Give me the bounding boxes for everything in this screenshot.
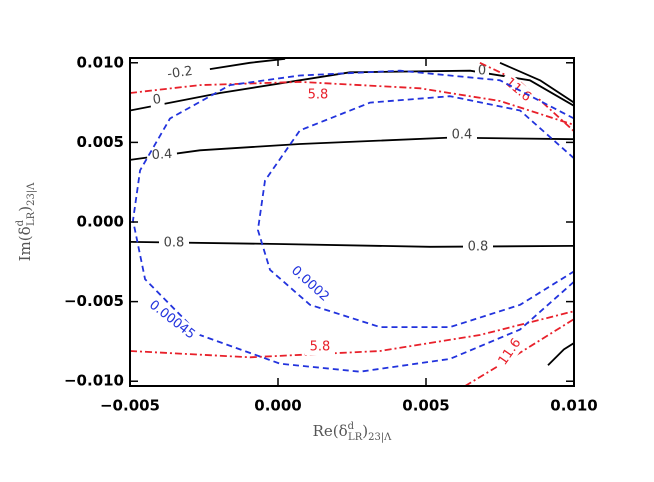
plot-area: 0.8 0.80.40.400-0.25.85.811.611.60.000450… <box>130 58 574 386</box>
contour-label-bg <box>447 127 477 143</box>
contour-label-text: 0.4 <box>452 128 473 143</box>
x-label-sub: LR <box>348 432 363 443</box>
contour-line <box>132 69 574 373</box>
x-tick-label: −0.005 <box>100 397 160 415</box>
contour-label-bg <box>492 331 528 373</box>
y-tick-label: −0.005 <box>64 292 124 310</box>
contour-label-text: 5.8 <box>310 340 331 355</box>
contour-label-text: -0.2 <box>166 64 193 82</box>
y-label-sup: d <box>15 219 26 226</box>
y-axis-label: Im(δdLR)23|Λ <box>15 182 37 262</box>
contour-label: 5.8 <box>305 339 335 355</box>
contour-label-bg <box>463 239 493 255</box>
contour-line <box>130 136 574 161</box>
contour-label: 0.8 <box>159 235 189 251</box>
contour-label: 0.00045 <box>142 294 202 346</box>
y-label-base: Im(δ <box>16 226 34 261</box>
contour-label-bg <box>142 294 202 346</box>
contour-label-bg <box>475 63 489 79</box>
y-tick-label: 0.000 <box>77 213 124 231</box>
contour-label-bg <box>146 146 178 164</box>
x-label-close: ) <box>362 422 368 440</box>
contour-label-text: 0.0002 <box>288 263 332 305</box>
contour-line <box>547 342 574 366</box>
contour-label-bg <box>160 62 200 84</box>
contour-line <box>130 81 574 126</box>
y-tick-label: 0.010 <box>77 53 124 71</box>
y-label-close: ) <box>16 206 34 212</box>
contour-line <box>130 310 574 359</box>
y-label-sub2: 23|Λ <box>26 182 37 206</box>
x-tick-label: 0.000 <box>254 397 301 415</box>
contour-label-text: 0 <box>478 64 486 79</box>
contour-label-text: 0 <box>152 92 162 108</box>
contour-label-bg <box>284 259 336 309</box>
contour-line <box>499 61 574 104</box>
contour-label-bg <box>159 235 189 251</box>
contour-label-text: 0.8 <box>164 236 185 251</box>
contour-line <box>130 241 574 248</box>
x-tick-label: 0.005 <box>402 397 449 415</box>
contour-label: 0.0002 <box>284 259 336 309</box>
contour-label: 0.8 <box>463 239 493 255</box>
contour-label: 0 <box>148 91 166 109</box>
contour-line <box>209 58 286 70</box>
contour-line <box>479 61 574 132</box>
x-tick-label: 0.010 <box>550 397 597 415</box>
contour-label-text: 0.8 <box>468 240 489 255</box>
contour-label: -0.2 <box>160 62 200 84</box>
contour-label-bg <box>305 339 335 355</box>
x-label-sub2: 23|Λ <box>368 432 392 443</box>
contour-label-text: 5.8 <box>308 88 329 103</box>
x-label-sup: d <box>348 421 355 432</box>
y-tick-label: −0.010 <box>64 372 124 390</box>
contour-line <box>257 95 574 328</box>
x-axis-label: Re(δd LR)23|Λ <box>313 421 393 443</box>
contour-label-bg <box>303 87 333 103</box>
y-tick-label: 0.005 <box>77 133 124 151</box>
contour-label: 0.4 <box>447 127 477 143</box>
contour-label: 0.4 <box>146 146 178 164</box>
y-label-sub: LR <box>26 211 37 226</box>
contour-line <box>464 318 574 386</box>
contour-label-bg <box>148 91 166 109</box>
contour-label: 0 <box>475 63 489 79</box>
x-label-base: Re(δ <box>313 422 348 440</box>
contour-label-text: 0.4 <box>151 147 172 163</box>
contour-label-text: 0.00045 <box>146 298 198 343</box>
contour-label: 5.8 <box>303 87 333 103</box>
